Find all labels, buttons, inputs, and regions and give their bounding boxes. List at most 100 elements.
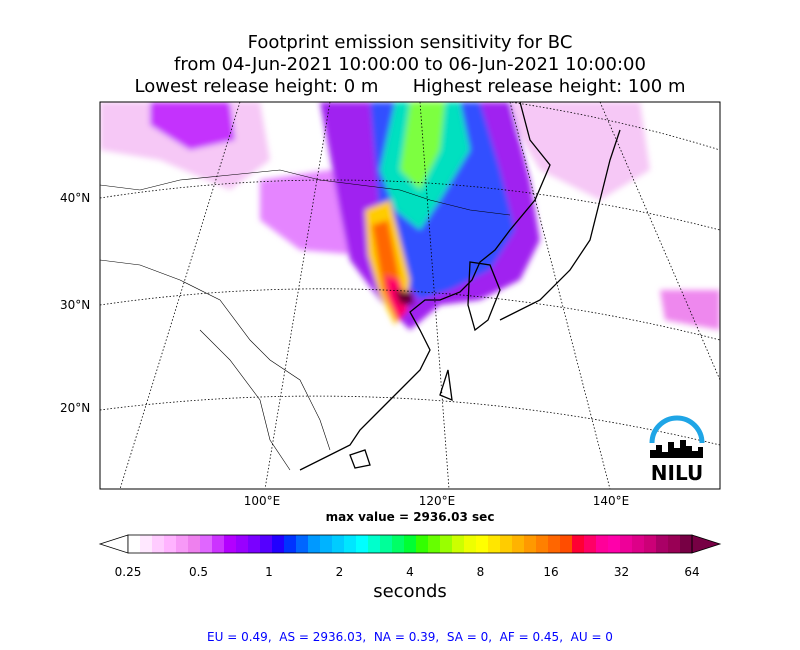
meridian-160e [599,102,720,381]
colorbar-segment [440,535,453,553]
colorbar-segment [416,535,429,553]
colorbar-segment [392,535,405,553]
colorbar-label: seconds [373,581,447,602]
mainland-coast [299,102,551,471]
colorbar-segment [500,535,513,553]
colorbar-tick-label: 16 [543,565,559,579]
field-patch-nw-purple [150,102,235,150]
colorbar-extend-low [98,534,129,554]
chart-title-line-3: Lowest release height: 0 m Highest relea… [134,76,686,97]
region-summary-footer: EU = 0.49, AS = 2936.03, NA = 0.39, SA =… [207,630,613,644]
colorbar-tick-label: 2 [335,565,344,579]
graticule [100,102,720,489]
colorbar-segment [512,535,525,553]
colorbar-segment [296,535,309,553]
colorbar-segment [248,535,261,553]
map-frame [99,101,721,490]
parallel-20n [100,395,720,446]
max-value-label: max value = 2936.03 sec [325,510,495,524]
colorbar-tick-label: 0.5 [188,565,209,579]
colorbar-segment [224,535,237,553]
lat-label-30n: 30°N [60,298,91,312]
meridian-120e [419,102,450,489]
colorbar-segment [200,535,213,553]
border-southwest [100,259,331,451]
colorbar-segment [164,535,177,553]
colorbar-segment [128,535,141,553]
logo-skyline [650,440,703,458]
colorbar-segment [152,535,165,553]
colorbar-segment [368,535,381,553]
chart-title-line-1: Footprint emission sensitivity for BC [247,32,573,53]
colorbar-segment [608,535,621,553]
colorbar-segment [380,535,393,553]
colorbar-segment [284,535,297,553]
meridian-140e [509,102,611,489]
map-panel: NILU [100,102,720,489]
colorbar-segment [536,535,549,553]
meridian-100e [264,102,331,489]
colorbar-segment [320,535,333,553]
border-southeast-asia [199,329,291,471]
field-green [400,102,445,190]
colorbar-segment [464,535,477,553]
colorbar-segment [428,535,441,553]
logo-text: NILU [651,461,703,485]
colorbar-frame [127,534,693,554]
hainan-coast [349,449,371,469]
lon-label-140e: 140°E [592,494,630,508]
parallel-40n [100,179,720,231]
colorbar-segment [452,535,465,553]
logo-arc [649,415,705,444]
colorbar-segment [332,535,345,553]
colorbar-extend-high [691,534,722,554]
lon-label-120e: 120°E [418,494,456,508]
colorbar-segment [140,535,153,553]
colorbar-segment [620,535,633,553]
colorbar-segment [476,535,489,553]
colorbar-tick-label: 64 [684,565,700,579]
colorbar-segment [668,535,681,553]
field-red [385,275,408,322]
colorbar-segment [356,535,369,553]
colorbar-segment [176,535,189,553]
chart-title-line-2: from 04-Jun-2021 10:00:00 to 06-Jun-2021… [174,54,646,75]
colorbar-segment [548,535,561,553]
colorbar-segment [344,535,357,553]
colorbar-segment [272,535,285,553]
colorbar-segment [560,535,573,553]
korea-coast [467,261,501,332]
colorbar-segment [596,535,609,553]
field-patch-east [660,290,720,330]
colorbar-segment [260,535,273,553]
colorbar-segment [584,535,597,553]
colorbar-segment [644,535,657,553]
colorbar-segment [572,535,585,553]
colorbar-segment [404,535,417,553]
colorbar-tick-label: 8 [476,565,485,579]
field-patch-ne-light [500,102,650,200]
colorbar-tick-label: 0.25 [114,565,142,579]
nilu-logo: NILU [649,415,705,485]
colorbar-segment [632,535,645,553]
colorbar-segment [212,535,225,553]
colorbar [98,534,722,554]
colorbar-segment [524,535,537,553]
coastlines [299,102,621,471]
japan-coast [499,129,621,321]
colorbar-segment [488,535,501,553]
colorbar-segment [308,535,321,553]
colorbar-segment [236,535,249,553]
colorbar-tick-label: 4 [406,565,414,579]
lat-label-20n: 20°N [60,401,91,415]
sensitivity-field [100,102,720,330]
meridian-80e [119,102,241,489]
taiwan-coast [439,369,453,402]
lon-label-100e: 100°E [243,494,281,508]
colorbar-tick-label: 32 [613,565,630,579]
colorbar-segment [680,535,693,553]
colorbar-tick-label: 1 [265,565,273,579]
field-max-spot [395,290,414,305]
colorbar-segment [188,535,201,553]
